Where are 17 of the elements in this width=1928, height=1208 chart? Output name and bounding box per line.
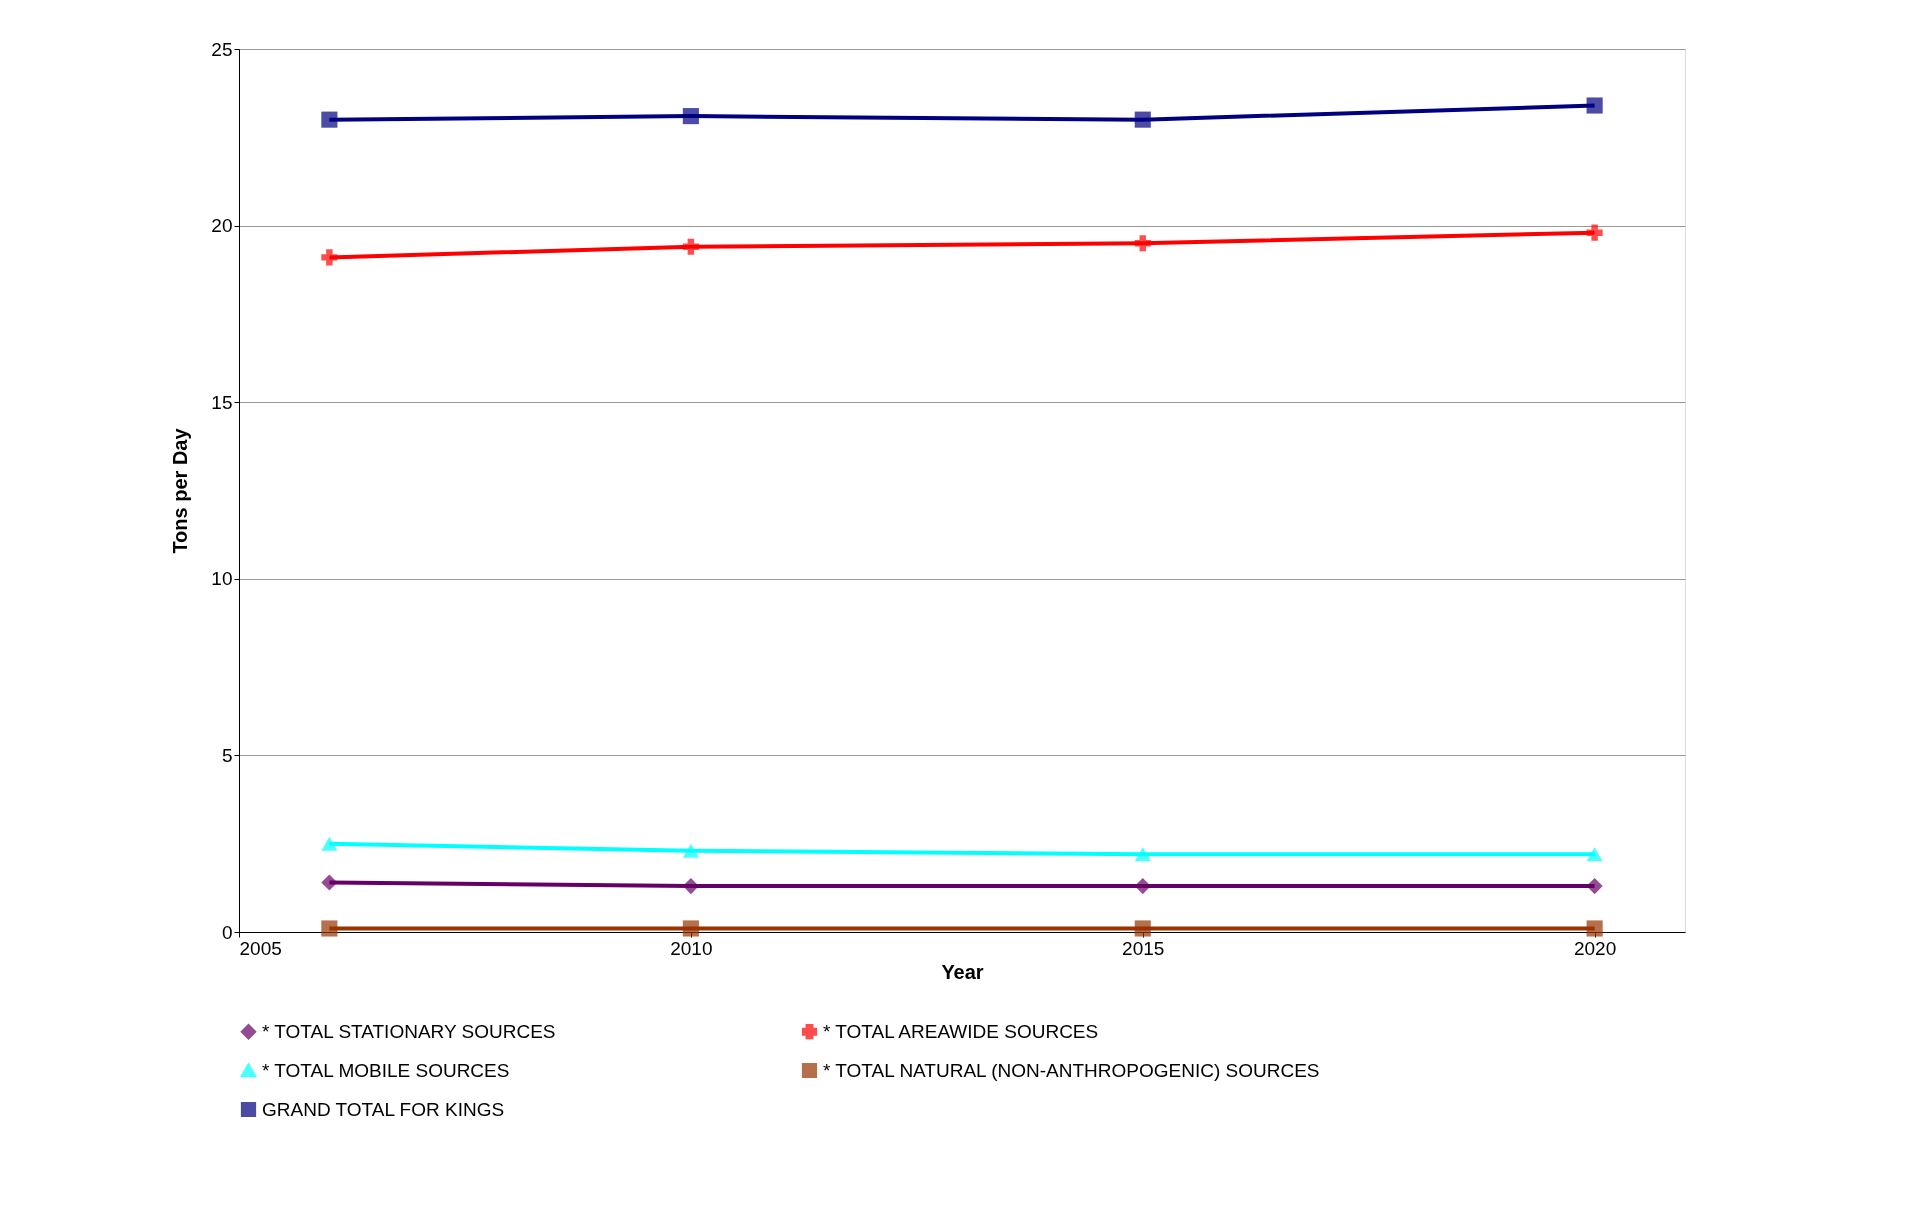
y-tick-label: 5 [221,744,233,766]
y-tick-label: 15 [211,391,233,413]
x-tick-label: 2015 [1122,937,1165,959]
legend-label: * TOTAL STATIONARY SOURCES [262,1020,556,1042]
x-tick-label: 2020 [1573,937,1617,959]
x-tick-label: 2005 [239,937,282,959]
legend-label: * TOTAL NATURAL (NON-ANTHROPOGENIC) SOURCES [823,1059,1320,1081]
x-tick-label: 2010 [670,937,713,959]
legend-label: GRAND TOTAL FOR KINGS [262,1098,505,1120]
y-tick-label: 25 [211,38,233,60]
legend-label: * TOTAL AREAWIDE SOURCES [823,1020,1099,1042]
legend-label: * TOTAL MOBILE SOURCES [262,1059,510,1081]
y-tick-label: 10 [211,568,233,590]
y-axis-title: Tons per Day [169,427,192,554]
y-tick-label: 0 [221,921,233,943]
x-axis-title: Year [941,960,984,983]
y-tick-label: 20 [211,215,233,237]
